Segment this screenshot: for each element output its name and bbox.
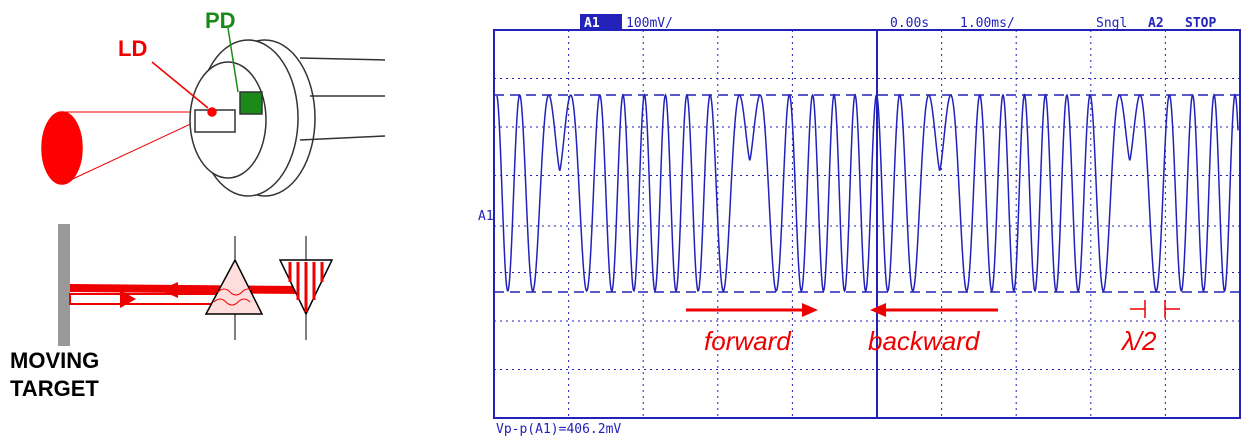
target-label: TARGET — [10, 376, 99, 401]
signal-trace — [496, 93, 1239, 293]
backward-label: backward — [868, 326, 981, 356]
trigger-channel: A2 — [1148, 16, 1164, 31]
target-label: MOVING — [10, 348, 99, 373]
run-state: STOP — [1185, 16, 1216, 31]
mode: Sngl — [1096, 16, 1127, 31]
laser-package — [41, 27, 386, 197]
half-wavelength-label: λ/2 — [1120, 326, 1157, 356]
oscilloscope — [493, 29, 1241, 419]
channel-marker: A1 — [478, 209, 494, 224]
schematic — [58, 224, 334, 346]
measurement: Vp-p(A1)=406.2mV — [496, 422, 621, 436]
time-offset: 0.00s — [890, 16, 929, 31]
time-per-div: 1.00ms/ — [960, 16, 1015, 31]
volts-per-div: 100mV/ — [626, 16, 673, 31]
channel-label: A1 — [584, 16, 600, 31]
forward-label: forward — [704, 326, 792, 356]
pd-label: PD — [205, 8, 236, 33]
ld-label: LD — [118, 36, 147, 61]
